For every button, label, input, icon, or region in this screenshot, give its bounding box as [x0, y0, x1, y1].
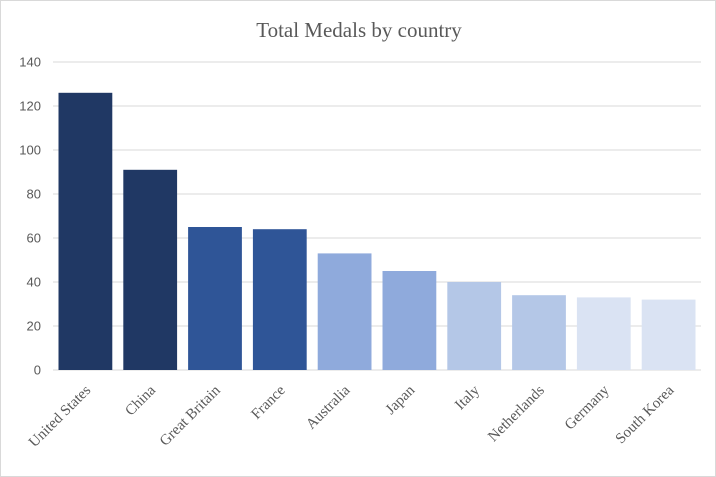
x-category-label: Netherlands — [485, 382, 548, 445]
bar-united-states — [58, 92, 113, 371]
bar-france — [252, 229, 307, 370]
y-tick-label: 80 — [27, 187, 41, 202]
y-tick-label: 20 — [27, 319, 41, 334]
bar-great-britain — [188, 227, 242, 370]
x-category-label: Japan — [383, 382, 419, 418]
y-axis-ticks: 0 20 40 60 80 100 120 140 — [19, 55, 41, 378]
bar-south-korea — [641, 299, 696, 370]
bar-germany — [576, 297, 631, 370]
bar-china — [123, 169, 178, 370]
y-tick-label: 0 — [34, 363, 41, 378]
y-tick-label: 60 — [27, 231, 41, 246]
x-category-label: United States — [26, 382, 94, 450]
bars — [58, 92, 696, 371]
bar-netherlands — [512, 295, 566, 370]
x-category-label: Great Britain — [157, 382, 224, 449]
x-category-label: China — [122, 382, 159, 419]
bar-italy — [447, 282, 502, 370]
x-category-label: Australia — [303, 382, 353, 432]
y-tick-label: 100 — [19, 143, 41, 158]
y-tick-label: 120 — [19, 99, 41, 114]
y-tick-label: 140 — [19, 55, 41, 70]
x-category-label: France — [248, 382, 288, 422]
x-category-label: Germany — [562, 382, 613, 433]
chart-title: Total Medals by country — [256, 18, 462, 42]
y-tick-label: 40 — [27, 275, 41, 290]
bar-australia — [317, 253, 372, 370]
bar-japan — [382, 271, 437, 370]
x-category-label: Italy — [452, 382, 483, 413]
x-category-label: South Korea — [613, 382, 678, 447]
